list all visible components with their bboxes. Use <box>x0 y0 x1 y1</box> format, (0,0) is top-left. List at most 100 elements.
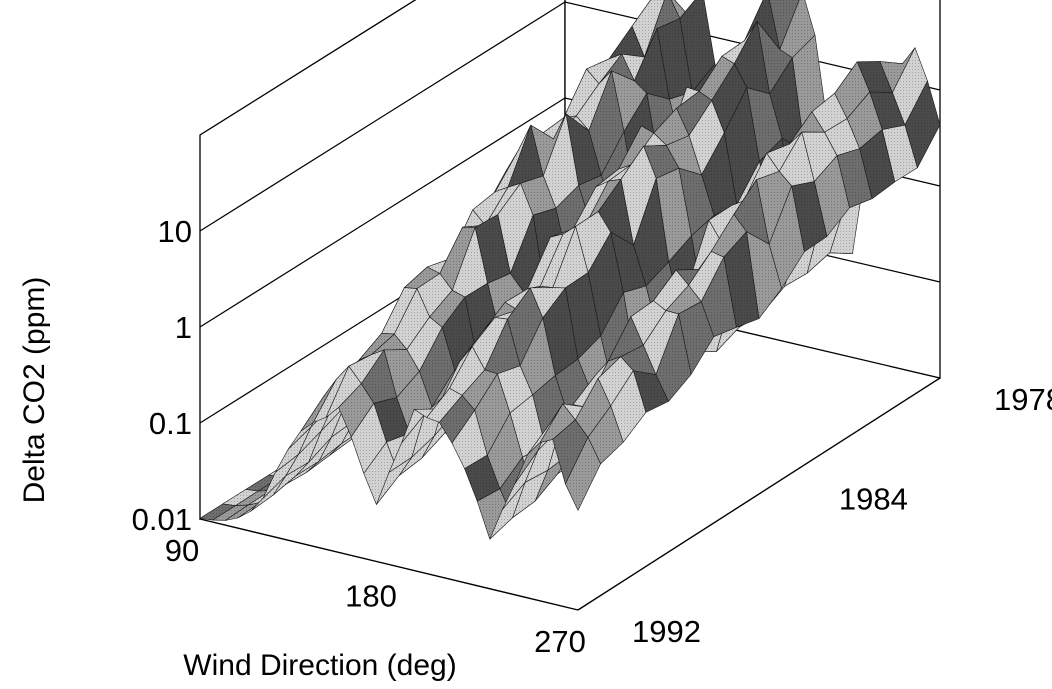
surface-facet-texture <box>489 482 526 540</box>
surface-facet-texture <box>566 113 602 186</box>
surface-facet-texture <box>643 145 679 179</box>
y-tick-label: 1992 <box>632 614 701 649</box>
surface-facet-texture <box>510 394 546 458</box>
surface-facet-texture <box>573 181 609 229</box>
surface-facet-texture <box>632 0 665 57</box>
surface-facet-texture <box>633 370 669 413</box>
surface-facet-texture <box>644 0 680 57</box>
surface-facet-texture <box>525 427 561 483</box>
surface-facet-texture <box>200 503 236 521</box>
surface-facet-texture <box>399 435 435 476</box>
y-tick-label: 1984 <box>839 481 908 516</box>
z-axis-title: Delta CO2 (ppm) <box>18 277 51 504</box>
surface-facet-texture <box>384 349 420 398</box>
surface-facet-texture <box>847 92 883 149</box>
surface-facet-texture <box>575 378 611 438</box>
surface-facet-texture <box>779 132 815 186</box>
surface-facet-texture <box>540 226 576 288</box>
surface-facet-texture <box>225 502 261 521</box>
surface-facet-texture <box>348 349 385 384</box>
surface-facet-texture <box>562 378 599 420</box>
surface-facet-texture <box>363 442 400 505</box>
surface-facet-texture <box>657 18 693 100</box>
surface-facet-texture <box>618 125 654 170</box>
surface-facet-texture <box>439 227 476 291</box>
surface-facet-texture <box>555 359 591 416</box>
surface-facet-texture <box>318 420 355 462</box>
surface-facet-texture <box>542 287 578 376</box>
surface-facet-texture <box>285 430 322 476</box>
surface-facet-texture <box>485 183 521 226</box>
surface-facet-texture <box>599 54 635 84</box>
surface-facet-texture <box>653 108 689 146</box>
surface-facet-texture <box>789 111 825 145</box>
surface-facet-texture <box>283 461 319 486</box>
surface-facet-texture <box>462 369 498 411</box>
surface-facet-texture <box>401 409 437 443</box>
surface-facet-texture <box>429 290 465 328</box>
surface-facet-texture <box>634 28 670 100</box>
surface-facet-texture <box>381 287 417 335</box>
surface-facet-texture <box>563 69 599 118</box>
surface-facet-texture <box>689 100 725 175</box>
surface-facet-texture <box>801 132 837 182</box>
surface-facet-texture <box>586 54 622 84</box>
surface-facet-texture <box>502 450 538 510</box>
surface-facet-texture <box>746 231 782 319</box>
surface-facet-texture <box>487 413 523 489</box>
surface-facet-texture <box>711 214 747 258</box>
surface-facet-texture <box>585 179 621 225</box>
surface-facet-texture <box>633 178 669 286</box>
surface-facet-texture <box>807 213 843 274</box>
surface-facet-texture <box>598 179 634 246</box>
surface-facet-texture <box>527 234 563 289</box>
surface-facet-texture <box>540 403 576 443</box>
surface-facet-texture <box>733 179 770 245</box>
surface-facet-texture <box>351 403 387 474</box>
surface-facet-texture <box>222 489 259 506</box>
y-axis-line <box>577 377 941 611</box>
surface-facet-texture <box>711 63 747 133</box>
surface-facet-texture <box>263 454 299 499</box>
surface-facet-texture <box>723 231 759 328</box>
surface-facet-texture <box>273 462 309 495</box>
surface-facet-texture <box>857 61 893 93</box>
surface-facet-texture <box>791 181 827 252</box>
surface-facet-texture <box>621 146 657 246</box>
surface-facet-texture <box>417 273 453 317</box>
surface-facet-texture <box>769 0 800 50</box>
surface-facet-texture <box>300 379 337 432</box>
surface-facet-texture <box>721 21 758 64</box>
axis-frame <box>199 377 941 611</box>
surface-facet-texture <box>608 316 644 362</box>
z-tick-label: 10 <box>158 214 192 249</box>
x-axis-title: Wind Direction (deg) <box>183 649 456 682</box>
surface-facet-texture <box>701 132 737 216</box>
surface-facet-texture <box>756 171 792 245</box>
x-tick-label: 180 <box>345 579 397 614</box>
surface-facet-texture <box>426 388 463 423</box>
surface-facet-texture <box>869 92 905 130</box>
surface-facet-texture <box>482 302 518 333</box>
surface-facet-texture <box>474 373 510 456</box>
surface-facet-texture <box>530 287 566 318</box>
surface-facet-texture <box>361 349 397 404</box>
surface-facet-texture <box>699 56 735 101</box>
surface-facet-texture <box>621 28 657 81</box>
surface-facet-texture <box>572 361 609 408</box>
surface-facet-texture <box>396 371 432 434</box>
surface-facet-texture <box>313 366 349 423</box>
surface-facet-texture <box>666 135 702 175</box>
surface-facet-texture <box>552 226 589 288</box>
surface-facet-texture <box>766 132 802 172</box>
z-tick-label: 0.1 <box>149 406 192 441</box>
surface-facet-texture <box>326 366 362 418</box>
surface-facet-texture <box>507 287 543 366</box>
surface-facet-texture <box>779 0 815 58</box>
surface-facet-texture <box>814 155 850 237</box>
surface-facet-texture <box>666 285 702 314</box>
surface-facet-texture <box>576 70 612 131</box>
surface-facet-texture <box>620 345 656 375</box>
